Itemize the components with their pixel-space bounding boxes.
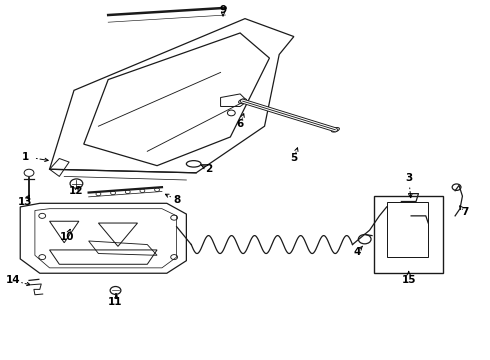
Bar (374, 196, 443, 273)
Text: 4: 4 (354, 247, 361, 257)
Ellipse shape (239, 99, 246, 103)
Text: 3: 3 (405, 173, 412, 183)
Ellipse shape (331, 127, 340, 132)
Text: 7: 7 (461, 207, 468, 217)
Text: 11: 11 (108, 297, 123, 307)
Text: 10: 10 (59, 232, 74, 242)
Bar (387, 202, 428, 257)
Text: 5: 5 (290, 153, 297, 163)
Text: 15: 15 (401, 275, 416, 285)
Text: 14: 14 (5, 275, 20, 285)
Text: 6: 6 (237, 120, 244, 129)
Text: 12: 12 (69, 186, 84, 196)
Text: 13: 13 (18, 197, 32, 207)
Text: 8: 8 (173, 195, 180, 205)
Text: 2: 2 (205, 164, 212, 174)
Text: 9: 9 (220, 5, 226, 15)
Text: 1: 1 (22, 152, 29, 162)
